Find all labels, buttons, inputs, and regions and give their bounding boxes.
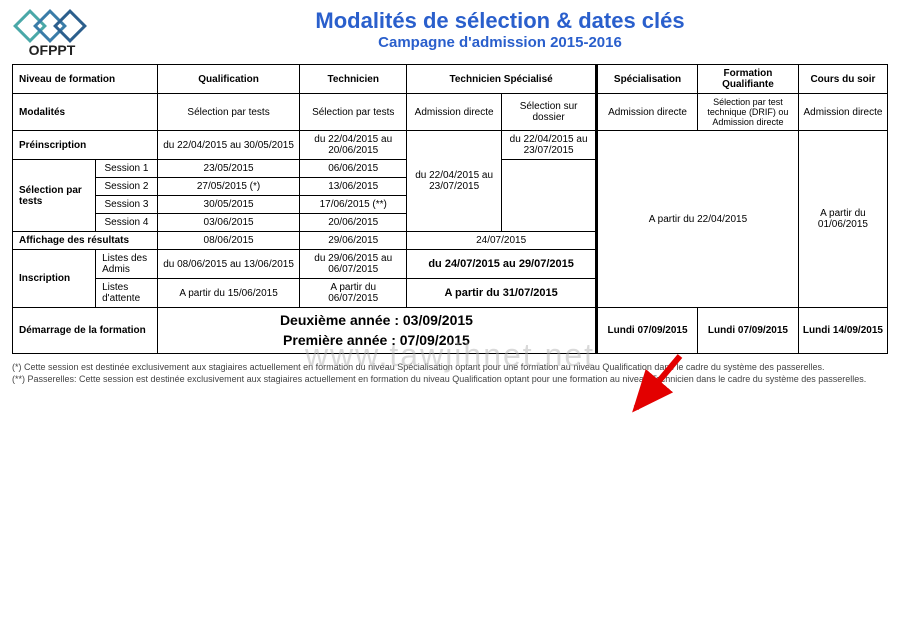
title-block: Modalités de sélection & dates clés Camp… bbox=[112, 8, 888, 51]
dem-line-1: Deuxième année : 03/09/2015 bbox=[162, 311, 591, 331]
cell-label: Sélection par tests bbox=[13, 160, 96, 232]
dem-line-2: Première année : 07/09/2015 bbox=[162, 331, 591, 351]
logo-icon bbox=[12, 12, 92, 38]
cell-t: 06/06/2015 bbox=[300, 160, 407, 178]
cell-t: 17/06/2015 (**) bbox=[300, 196, 407, 214]
schedule-table: Niveau de formation Qualification Techni… bbox=[12, 64, 888, 354]
cell-technicien: Sélection par tests bbox=[300, 94, 407, 131]
cell-q: 08/06/2015 bbox=[157, 232, 299, 250]
cell-t: 29/06/2015 bbox=[300, 232, 407, 250]
cell-label: Affichage des résultats bbox=[13, 232, 158, 250]
cell-q: 23/05/2015 bbox=[157, 160, 299, 178]
footnote-1: (*) Cette session est destinée exclusive… bbox=[12, 362, 888, 374]
col-qualification: Qualification bbox=[157, 65, 299, 94]
cell-t: du 29/06/2015 au 06/07/2015 bbox=[300, 250, 407, 279]
cell-session: Session 4 bbox=[96, 214, 158, 232]
cell-t: A partir du 06/07/2015 bbox=[300, 279, 407, 308]
cell-sublabel: Listes des Admis bbox=[96, 250, 158, 279]
cell-q: 27/05/2015 (*) bbox=[157, 178, 299, 196]
cell-ts-a: Admission directe bbox=[407, 94, 502, 131]
logo: OFPPT bbox=[12, 8, 92, 58]
cell-cs-span: A partir du 01/06/2015 bbox=[798, 131, 887, 308]
cell-label: Préinscription bbox=[13, 131, 158, 160]
cell-ts-b: du 22/04/2015 au 23/07/2015 bbox=[502, 131, 597, 160]
cell-label: Modalités bbox=[13, 94, 158, 131]
cell-fq: Sélection par test technique (DRIF) ou A… bbox=[697, 94, 798, 131]
cell-session: Session 2 bbox=[96, 178, 158, 196]
header-row: Niveau de formation Qualification Techni… bbox=[13, 65, 888, 94]
logo-text: OFPPT bbox=[12, 42, 92, 58]
cell-cs: Lundi 14/09/2015 bbox=[798, 308, 887, 354]
cell-qualification: du 22/04/2015 au 30/05/2015 bbox=[157, 131, 299, 160]
col-cours-soir: Cours du soir bbox=[798, 65, 887, 94]
cell-q: 30/05/2015 bbox=[157, 196, 299, 214]
cell-label: Démarrage de la formation bbox=[13, 308, 158, 354]
cell-q: du 08/06/2015 au 13/06/2015 bbox=[157, 250, 299, 279]
row-modalites: Modalités Sélection par tests Sélection … bbox=[13, 94, 888, 131]
cell-right-span: A partir du 22/04/2015 bbox=[597, 131, 799, 308]
col-specialisation: Spécialisation bbox=[597, 65, 698, 94]
cell-q: A partir du 15/06/2015 bbox=[157, 279, 299, 308]
cell-t: 20/06/2015 bbox=[300, 214, 407, 232]
footnote-2: (**) Passerelles: Cette session est dest… bbox=[12, 374, 888, 386]
page-subtitle: Campagne d'admission 2015-2016 bbox=[112, 34, 888, 51]
cell-cs: Admission directe bbox=[798, 94, 887, 131]
cell-qualification: Sélection par tests bbox=[157, 94, 299, 131]
row-preinscription: Préinscription du 22/04/2015 au 30/05/20… bbox=[13, 131, 888, 160]
col-technicien: Technicien bbox=[300, 65, 407, 94]
page-title: Modalités de sélection & dates clés bbox=[112, 8, 888, 34]
cell-ts-b: Sélection sur dossier bbox=[502, 94, 597, 131]
cell-q: 03/06/2015 bbox=[157, 214, 299, 232]
cell-spec: Lundi 07/09/2015 bbox=[597, 308, 698, 354]
cell-session: Session 1 bbox=[96, 160, 158, 178]
col-form-qual: Formation Qualifiante bbox=[697, 65, 798, 94]
cell-sublabel: Listes d'attente bbox=[96, 279, 158, 308]
header: OFPPT Modalités de sélection & dates clé… bbox=[12, 8, 888, 58]
cell-fq: Lundi 07/09/2015 bbox=[697, 308, 798, 354]
cell-label: Inscription bbox=[13, 250, 96, 308]
cell-technicien: du 22/04/2015 au 20/06/2015 bbox=[300, 131, 407, 160]
cell-ts: 24/07/2015 bbox=[407, 232, 597, 250]
row-demarrage: Démarrage de la formation Deuxième année… bbox=[13, 308, 888, 354]
cell-t: 13/06/2015 bbox=[300, 178, 407, 196]
cell-empty bbox=[502, 160, 597, 232]
cell-ts: A partir du 31/07/2015 bbox=[407, 279, 597, 308]
col-niveau: Niveau de formation bbox=[13, 65, 158, 94]
footnotes: (*) Cette session est destinée exclusive… bbox=[12, 362, 888, 385]
col-tech-spec: Technicien Spécialisé bbox=[407, 65, 597, 94]
cell-ts: du 24/07/2015 au 29/07/2015 bbox=[407, 250, 597, 279]
cell-session: Session 3 bbox=[96, 196, 158, 214]
cell-ts-span: du 22/04/2015 au 23/07/2015 bbox=[407, 131, 502, 232]
cell-spec: Admission directe bbox=[597, 94, 698, 131]
cell-main: Deuxième année : 03/09/2015 Première ann… bbox=[157, 308, 596, 354]
